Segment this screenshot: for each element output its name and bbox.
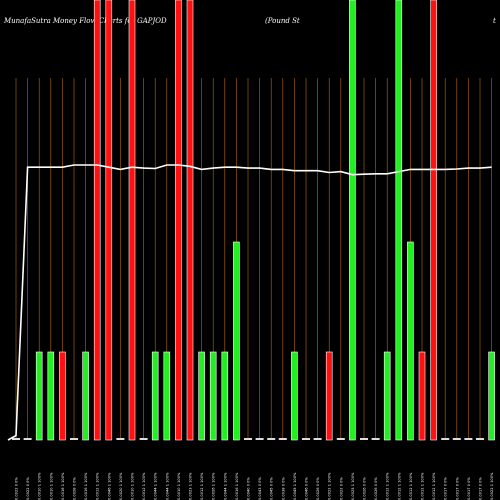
x-tick-label: 0.0017 0 0% — [455, 477, 459, 500]
bar-flat — [12, 438, 20, 440]
bar-flat — [441, 438, 450, 440]
bar-down — [128, 0, 136, 441]
bar-flat — [23, 438, 32, 440]
x-tick-label: 0.0022 0 0% — [26, 477, 30, 500]
bar-up — [151, 351, 159, 441]
x-tick-label: 0.0012 1 100% — [200, 472, 204, 500]
money-flow-line — [7, 164, 492, 441]
x-tick-label: 0.0043 0 0% — [258, 477, 262, 500]
bar-flat — [244, 438, 252, 440]
bar-up — [383, 351, 391, 441]
x-tick-label: 0.0022 0 0% — [15, 477, 19, 500]
bar-up — [163, 351, 171, 441]
x-tick-label: 0.0026 0 0% — [363, 477, 367, 500]
x-tick-label: 0.0038 0 0% — [281, 477, 285, 500]
x-tick-label: 0.0012 1 100% — [421, 472, 425, 500]
x-tick-label: 0.0026 0 0% — [374, 477, 378, 500]
x-tick-label: 0.0022 1 100% — [328, 472, 332, 500]
line-series — [7, 164, 492, 441]
x-tick-label: 0.0010 1 100% — [38, 472, 42, 500]
x-tick-label: 0.0012 1 100% — [409, 472, 413, 500]
bar-flat — [278, 438, 287, 440]
bar-series — [12, 0, 495, 441]
x-tick-label: 0.0017 0 0% — [444, 477, 448, 500]
bar-down — [105, 0, 113, 441]
x-tick-label: 0.0026 1 100% — [212, 472, 216, 500]
bar-flat — [302, 438, 310, 440]
x-tick-label: 0.0010 1 100% — [49, 472, 53, 500]
x-tick-label: 0.0012 1 100% — [432, 472, 436, 500]
x-tick-label: 0.0016 1 100% — [235, 472, 239, 500]
bar-up — [209, 351, 217, 441]
bar-flat — [476, 438, 484, 440]
x-tick-label: 0.0017 0 0% — [467, 477, 471, 500]
bar-up — [47, 351, 55, 441]
x-tick-label: 0.0012 1 100% — [397, 472, 401, 500]
bar-down — [325, 351, 333, 441]
bar-up — [407, 241, 414, 441]
chart-title-fragment: t — [493, 17, 496, 25]
bar-up — [395, 0, 403, 441]
bar-up — [488, 351, 495, 441]
x-tick-label: 0.0012 1 100% — [142, 472, 146, 500]
bar-up — [221, 351, 229, 441]
bar-down — [93, 0, 101, 441]
bar-flat — [464, 438, 473, 440]
x-tick-label: 0.0026 0 0% — [316, 477, 320, 500]
x-tick-label: 0.0023 1 100% — [189, 472, 193, 500]
x-tick-label: 0.0010 1 100% — [131, 472, 135, 500]
bar-down — [175, 0, 182, 441]
bar-flat — [371, 438, 380, 440]
x-tick-labels: 0.0022 0 0% 0.0022 0 0% 0.0010 1 100% 0.001… — [15, 472, 495, 500]
bar-down — [418, 351, 426, 441]
x-tick-label: 0.0022 0 0% — [339, 477, 343, 500]
x-tick-label: 0.0045 1 100% — [293, 472, 297, 500]
bar-flat — [452, 438, 461, 440]
x-tick-label: 0.0044 1 100% — [154, 472, 158, 500]
bar-up — [198, 351, 205, 441]
x-tick-label: 0.0046 0 0% — [305, 477, 309, 500]
bar-flat — [70, 438, 78, 440]
x-tick-label: 0.0040 0 0% — [247, 477, 251, 500]
bar-down — [430, 0, 437, 441]
x-tick-label: 0.0020 1 100% — [119, 472, 123, 500]
x-tick-label: 0.0028 0 0% — [73, 477, 77, 500]
bar-down — [186, 0, 194, 441]
x-tick-label: 0.0012 1 100% — [386, 472, 390, 500]
bar-flat — [336, 438, 345, 440]
chart-subtitle: (Pound St — [265, 17, 300, 25]
bar-up — [35, 351, 43, 441]
bar-flat — [116, 438, 125, 440]
x-tick-label: 0.0018 1 100% — [61, 472, 65, 500]
x-tick-label: 0.0044 1 100% — [223, 472, 227, 500]
x-tick-label: 0.0045 0 0% — [270, 477, 274, 500]
x-tick-label: 0.0016 1 100% — [84, 472, 88, 500]
bar-up — [82, 351, 89, 441]
bar-up — [233, 241, 240, 441]
bar-flat — [360, 438, 368, 440]
x-tick-label: 0.0046 1 100% — [107, 472, 111, 500]
x-tick-label: 0.0044 1 100% — [165, 472, 169, 500]
bar-up — [349, 0, 356, 441]
bar-flat — [139, 438, 148, 440]
x-tick-label: 0.0017 0 0% — [479, 477, 483, 500]
chart-title: MunafaSutra Money Flow Charts for GAPJOD — [3, 17, 167, 25]
x-tick-label: 0.0010 1 100% — [177, 472, 181, 500]
bar-flat — [267, 438, 276, 440]
bar-flat — [313, 438, 322, 440]
x-tick-label: 0.0012 1 100% — [96, 472, 100, 500]
bar-up — [291, 351, 298, 441]
bar-flat — [255, 438, 264, 440]
x-tick-label: 0.0025 1 100% — [351, 472, 355, 500]
bar-down — [59, 351, 66, 441]
x-tick-label: 0.0022 1 100% — [490, 472, 494, 500]
